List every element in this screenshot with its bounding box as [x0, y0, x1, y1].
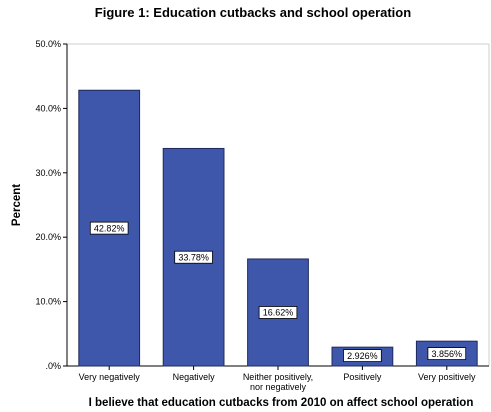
- x-axis-label: I believe that education cutbacks from 2…: [89, 397, 474, 409]
- data-label: 42.82%: [94, 223, 125, 233]
- y-tick-label: .0%: [45, 361, 61, 371]
- data-label-box: [427, 347, 467, 360]
- y-tick-label: 40.0%: [35, 103, 61, 113]
- data-label: 33.78%: [178, 252, 209, 262]
- data-label-box: [174, 250, 213, 264]
- data-label-box: [343, 349, 382, 362]
- plot-area: .0% 10.0% 20.0% 30.0% 40.0% 50.0% Very negativ…: [35, 39, 490, 392]
- chart-title: Figure 1: Education cutbacks and school …: [95, 5, 411, 20]
- y-tick-label: 30.0%: [35, 168, 61, 178]
- data-label: 16.62%: [263, 308, 294, 318]
- x-tick-label: Positively: [343, 372, 382, 382]
- data-label-box: [258, 306, 298, 319]
- data-label-box: [89, 221, 129, 235]
- y-axis-label: Percent: [11, 184, 23, 226]
- x-tick-label: Very negatively: [79, 372, 141, 382]
- x-tick-label: Very positively: [418, 372, 476, 382]
- x-tick-label: Neither positively, nor negatively: [243, 372, 313, 392]
- data-label: 2.926%: [347, 351, 378, 361]
- y-tick-label: 20.0%: [35, 232, 61, 242]
- y-tick-label: 50.0%: [35, 39, 61, 49]
- data-label: 3.856%: [432, 349, 463, 359]
- x-tick-label: Negatively: [173, 372, 216, 382]
- y-tick-label: 10.0%: [35, 297, 61, 307]
